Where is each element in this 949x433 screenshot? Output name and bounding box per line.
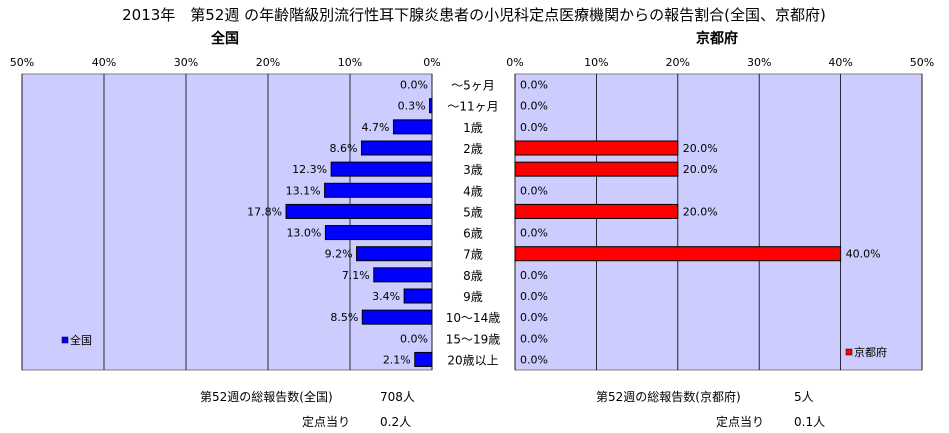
right-data-label: 0.0%	[520, 79, 548, 92]
left-data-label: 9.2%	[325, 248, 353, 261]
left-bar	[392, 119, 433, 135]
left-tick-label: 50%	[10, 56, 34, 69]
left-bar	[360, 140, 433, 156]
category-label: 6歳	[463, 227, 483, 241]
left-data-label: 3.4%	[372, 290, 400, 303]
right-data-label: 20.0%	[683, 142, 718, 155]
left-data-label: 0.0%	[400, 79, 428, 92]
category-label: 4歳	[463, 184, 483, 198]
national-total-value: 708人	[380, 390, 415, 404]
left-data-label: 0.0%	[400, 332, 428, 345]
right-data-label: 0.0%	[520, 100, 548, 113]
left-bar	[403, 288, 433, 304]
right-bar	[514, 161, 679, 177]
left-tick-label: 40%	[92, 56, 116, 69]
right-data-label: 0.0%	[520, 227, 548, 240]
category-label: 20歳以上	[447, 353, 498, 367]
right-tick-label: 50%	[910, 56, 934, 69]
category-label: 10～14歳	[446, 311, 501, 325]
left-bar	[361, 309, 433, 325]
kyoto-total-label: 第52週の総報告数(京都府)	[596, 390, 741, 404]
right-bar	[514, 203, 679, 219]
right-plot-area	[514, 73, 923, 371]
right-data-label: 0.0%	[520, 184, 548, 197]
right-data-label: 0.0%	[520, 353, 548, 366]
left-bar	[373, 267, 433, 283]
left-legend-swatch	[61, 336, 69, 344]
left-bar	[330, 161, 433, 177]
right-data-label: 20.0%	[683, 163, 718, 176]
left-bar	[285, 203, 433, 219]
left-tick-label: 10%	[338, 56, 362, 69]
left-data-label: 0.3%	[398, 100, 426, 113]
left-bar	[414, 351, 433, 367]
national-total-label: 第52週の総報告数(全国)	[200, 390, 333, 404]
kyoto-per-label: 定点当り	[716, 415, 765, 429]
right-tick-label: 10%	[584, 56, 608, 69]
left-data-label: 13.1%	[286, 184, 321, 197]
right-data-label: 40.0%	[846, 248, 881, 261]
right-panel-title: 京都府	[696, 30, 738, 47]
national-per-label: 定点当り	[302, 415, 351, 429]
category-label: 1歳	[463, 121, 483, 135]
left-tick-label: 30%	[174, 56, 198, 69]
left-tick-label: 20%	[256, 56, 280, 69]
right-data-label: 0.0%	[520, 269, 548, 282]
right-bar	[514, 140, 679, 156]
left-bar	[356, 246, 433, 262]
right-tick-label: 30%	[747, 56, 771, 69]
category-label: 3歳	[463, 163, 483, 177]
national-per-value: 0.2人	[380, 415, 412, 429]
right-tick-label: 20%	[666, 56, 690, 69]
left-panel-title: 全国	[210, 30, 239, 47]
category-label: 9歳	[463, 290, 483, 304]
category-label: 2歳	[463, 142, 483, 156]
category-label: 5歳	[463, 205, 483, 219]
category-label: ～11ヶ月	[447, 100, 498, 114]
right-bar	[514, 246, 842, 262]
left-bar	[324, 182, 433, 198]
left-data-label: 12.3%	[292, 163, 327, 176]
right-data-label: 0.0%	[520, 311, 548, 324]
right-data-label: 20.0%	[683, 205, 718, 218]
left-legend-label: 全国	[70, 333, 92, 347]
right-tick-label: 40%	[828, 56, 852, 69]
left-data-label: 7.1%	[342, 269, 370, 282]
left-data-label: 17.8%	[247, 205, 282, 218]
category-label: ～5ヶ月	[451, 79, 495, 93]
kyoto-per-value: 0.1人	[794, 415, 826, 429]
chart-title: 2013年 第52週 の年齢階級別流行性耳下腺炎患者の小児科定点医療機関からの報…	[122, 6, 826, 24]
category-label: 15～19歳	[446, 332, 501, 346]
left-bar	[429, 98, 433, 114]
category-label: 8歳	[463, 269, 483, 283]
right-data-label: 0.0%	[520, 290, 548, 303]
right-tick-label: 0%	[506, 56, 523, 69]
left-data-label: 2.1%	[383, 353, 411, 366]
left-bar	[324, 225, 433, 241]
right-data-label: 0.0%	[520, 332, 548, 345]
right-legend-swatch	[845, 348, 853, 356]
left-tick-label: 0%	[423, 56, 440, 69]
left-data-label: 8.5%	[330, 311, 358, 324]
left-data-label: 13.0%	[286, 227, 321, 240]
left-data-label: 4.7%	[362, 121, 390, 134]
right-legend-label: 京都府	[854, 345, 887, 359]
kyoto-total-value: 5人	[794, 390, 814, 404]
left-data-label: 8.6%	[330, 142, 358, 155]
left-plot-area	[21, 73, 433, 371]
category-label: 7歳	[463, 248, 483, 262]
right-data-label: 0.0%	[520, 121, 548, 134]
